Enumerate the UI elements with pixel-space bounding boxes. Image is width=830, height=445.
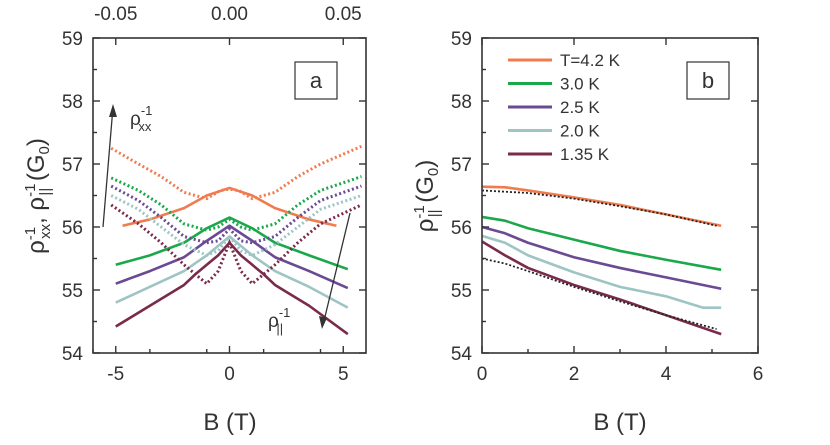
- panel-b-series-2-5-k-line: [481, 225, 722, 291]
- panel-a-y-tick-label: 57: [62, 155, 83, 176]
- panel-b-x-axis-label: B (T): [593, 409, 646, 436]
- panel-b-series-t-4-2-k-line: [481, 185, 722, 228]
- panel-b-series-2-0-k-line: [481, 234, 722, 309]
- rho-xx-annotation: ρ-1 xx: [130, 103, 152, 134]
- panel-a-ticks: -5 0 5 54 55 56 57 58 59 -0.05 0.00 0.05: [62, 4, 366, 385]
- panel-a-series-2-0-k-line: [115, 235, 349, 309]
- panel-b-fit-1-35-k: [481, 257, 717, 330]
- panel-a-series-2-5-k-rho-xx-dotted: [110, 184, 362, 245]
- legend-label-1-35-k: 1.35 K: [560, 145, 610, 164]
- panel-a-plot-area: [110, 144, 363, 336]
- panel-a-series-1-35-k-line: [115, 241, 349, 336]
- panel-b-x-tick-label: 2: [569, 364, 580, 385]
- panel-a: -5 0 5 54 55 56 57 58 59 -0.05 0.00 0.05 a ρ-1 xx ρ-…: [22, 4, 367, 436]
- rho-xx-arrowhead: [109, 104, 117, 117]
- panel-b-fit-t-4-2-k: [481, 189, 717, 227]
- panel-a-top-tick-label: 0.00: [211, 4, 248, 25]
- panel-a-series-2-5-k-line: [115, 224, 349, 290]
- panel-b-y-tick-label: 58: [451, 92, 472, 113]
- panel-a-series-t-4-2-k-line: [122, 186, 337, 228]
- panel-a-y-tick-label: 58: [62, 92, 83, 113]
- panel-a-series-2-0-k-rho-xx-dotted: [110, 194, 362, 257]
- rho-par-arrow: [322, 212, 351, 326]
- legend-label-3-0-k: 3.0 K: [560, 75, 600, 94]
- panel-a-label: a: [310, 68, 323, 93]
- panel-a-x-tick-label: -5: [107, 364, 124, 385]
- panel-a-x-tick-label: 0: [224, 364, 235, 385]
- panel-b-plot-area: [481, 185, 722, 336]
- panel-a-series-3-0-k-rho-xx-dotted: [110, 175, 362, 232]
- legend-label-2-5-k: 2.5 K: [560, 98, 600, 117]
- legend-label-2-0-k: 2.0 K: [560, 122, 600, 141]
- rho-xx-arrow: [102, 106, 114, 228]
- panel-a-series-3-0-k-line: [115, 216, 349, 271]
- legend-label-t-4-2-k: T=4.2 K: [560, 51, 621, 70]
- panel-a-top-tick-label: 0.05: [325, 4, 362, 25]
- panel-b-legend: T=4.2 K 3.0 K 2.5 K 2.0 K 1.35 K: [508, 51, 621, 164]
- panel-b-x-tick-label: 0: [477, 364, 488, 385]
- panel-b-ticks: 0 2 4 6 54 55 56 57 58 59: [451, 29, 763, 385]
- panel-b-x-tick-label: 4: [661, 364, 672, 385]
- panel-a-x-tick-label: 5: [338, 364, 349, 385]
- panel-a-x-axis-label: B (T): [203, 409, 256, 436]
- panel-b-y-axis-label: ρ-1|| (G0): [411, 160, 443, 232]
- panel-b-y-tick-label: 54: [451, 344, 473, 365]
- panel-b-series-3-0-k-line: [481, 215, 722, 272]
- panel-a-y-tick-label: 54: [62, 344, 84, 365]
- panel-b: 0 2 4 6 54 55 56 57 58 59 b T=4.2 K 3.0 K 2.5 K 2.0 …: [411, 29, 763, 436]
- panel-b-label: b: [702, 68, 714, 93]
- panel-b-y-tick-label: 55: [451, 281, 472, 302]
- panel-a-y-tick-label: 56: [62, 218, 83, 239]
- panel-b-y-tick-label: 57: [451, 155, 472, 176]
- panel-a-top-tick-label: -0.05: [94, 4, 137, 25]
- panel-b-y-tick-label: 59: [451, 29, 472, 50]
- panel-a-y-tick-label: 59: [62, 29, 83, 50]
- panel-b-label-box: [686, 61, 730, 100]
- panel-a-y-axis-label: ρ-1xx, ρ-1|| (G0): [22, 138, 54, 254]
- panel-a-label-box: [294, 61, 338, 100]
- panel-a-y-tick-label: 55: [62, 281, 83, 302]
- panel-b-x-tick-label: 6: [753, 364, 764, 385]
- rho-par-annotation: ρ-1 ||: [268, 305, 290, 336]
- panel-b-y-tick-label: 56: [451, 218, 472, 239]
- rho-par-arrowhead: [319, 316, 327, 329]
